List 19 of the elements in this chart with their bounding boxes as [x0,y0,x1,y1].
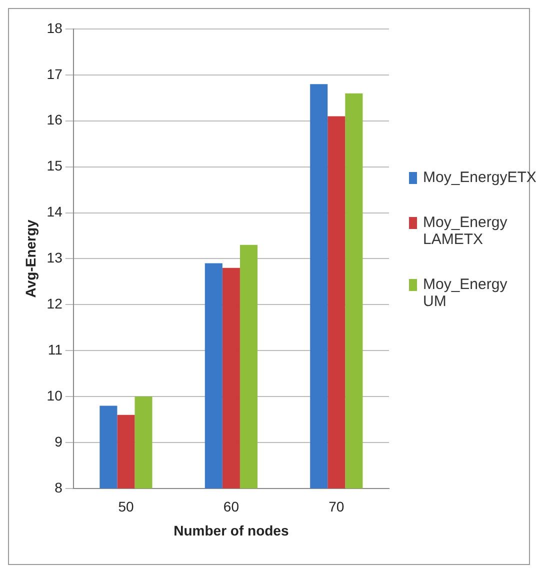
y-tick-label: 18 [46,20,63,36]
y-tick-label: 9 [54,433,63,450]
x-tick-label: 70 [328,498,344,515]
y-tick-label: 10 [46,387,63,404]
y-tick-label: 15 [46,158,63,174]
y-tick-label: 11 [48,341,63,358]
y-tick-label: 16 [46,112,63,128]
y-axis-title: Avg-Energy [22,219,38,298]
legend-label: Moy_EnergyETX [423,169,536,186]
x-tick-label: 50 [118,498,134,515]
legend-label: Moy_Energy LAMETX [423,214,508,248]
y-tick-label: 13 [46,250,63,266]
y-tick-label: 14 [46,204,63,220]
y-tick-label: 17 [46,66,63,82]
y-tick-label: 8 [54,479,63,496]
x-axis-title: Number of nodes [174,522,289,538]
legend-label: Moy_Energy UM [423,276,508,310]
x-tick-label: 60 [223,498,240,515]
y-tick-label: 12 [46,296,63,312]
